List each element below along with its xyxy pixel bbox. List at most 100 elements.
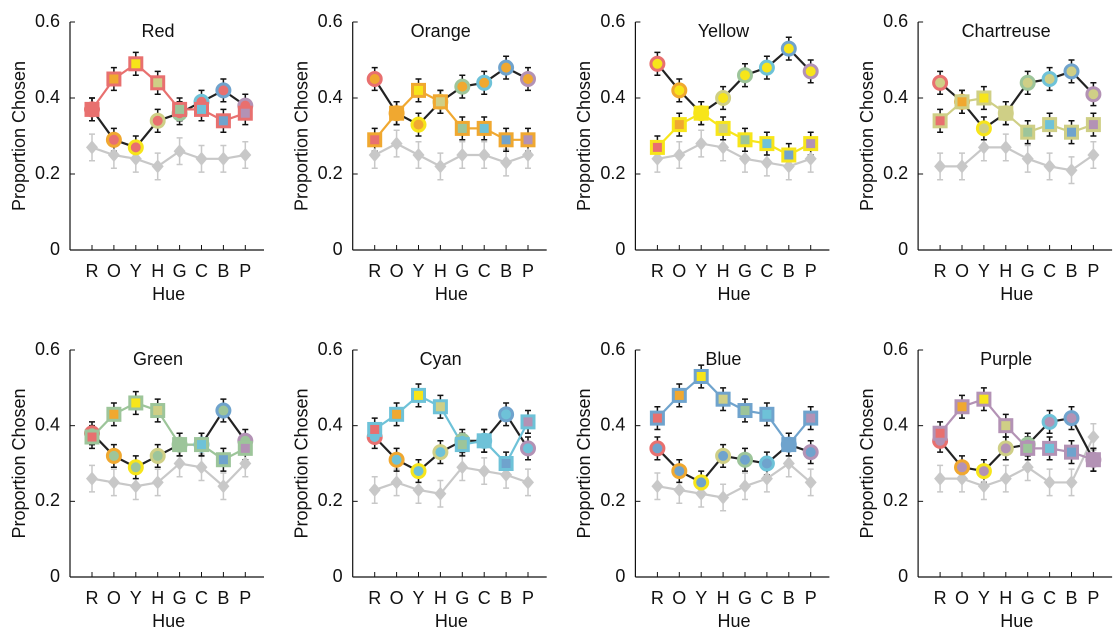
circle-marker	[127, 459, 144, 476]
x-tick-label: G	[738, 261, 752, 281]
square-marker	[781, 437, 797, 453]
circle-marker	[1041, 71, 1058, 87]
x-tick-label: C	[195, 261, 208, 281]
y-axis-label: Proportion Chosen	[574, 388, 594, 538]
square-marker	[106, 406, 122, 422]
x-tick-label: G	[738, 588, 752, 608]
y-tick-label: 0.6	[35, 11, 60, 31]
diamond-marker	[217, 479, 230, 494]
diamond-marker	[760, 155, 773, 170]
x-tick-label: Y	[695, 588, 707, 608]
x-axis-label: Hue	[435, 284, 468, 304]
diamond-marker	[977, 479, 990, 494]
square-marker	[520, 132, 536, 148]
square-marker	[671, 117, 687, 133]
y-tick-label: 0	[333, 566, 343, 586]
circle-marker	[215, 82, 232, 99]
x-tick-label: O	[955, 261, 969, 281]
diamond-marker	[86, 471, 98, 486]
circle-marker	[1041, 413, 1058, 430]
diamond-marker	[956, 159, 968, 174]
diamond-marker	[195, 460, 208, 475]
x-tick-label: B	[1065, 261, 1077, 281]
circle-marker	[127, 139, 144, 156]
y-tick-label: 0.4	[35, 414, 60, 434]
circle-marker	[715, 90, 732, 106]
x-tick-label: G	[173, 261, 187, 281]
circle-marker	[105, 131, 122, 148]
square-marker	[649, 410, 665, 426]
x-tick-label: H	[151, 588, 164, 608]
diamond-marker	[390, 136, 403, 151]
circle-marker	[410, 463, 427, 480]
series-line	[656, 374, 812, 447]
diamond-marker	[1021, 151, 1034, 166]
x-tick-label: P	[805, 261, 817, 281]
square-marker	[411, 82, 426, 98]
square-marker	[715, 120, 731, 136]
square-marker	[389, 406, 405, 422]
circle-marker	[498, 406, 515, 423]
x-tick-label: P	[239, 588, 251, 608]
chart-title: Orange	[411, 21, 471, 41]
circle-marker	[105, 447, 122, 464]
x-tick-label: R	[86, 261, 99, 281]
y-tick-label: 0.2	[318, 163, 343, 183]
square-marker	[84, 429, 100, 445]
square-marker	[215, 113, 231, 129]
square-marker	[715, 391, 731, 407]
diamond-marker	[107, 148, 120, 162]
diamond-marker	[412, 148, 425, 162]
y-tick-label: 0.4	[883, 414, 908, 434]
square-marker	[671, 387, 687, 403]
x-tick-label: P	[522, 261, 534, 281]
diamond-marker	[368, 148, 381, 162]
x-tick-label: H	[717, 588, 730, 608]
square-marker	[106, 71, 122, 87]
x-tick-label: Y	[978, 261, 990, 281]
circle-marker	[693, 474, 710, 491]
x-axis-label: Hue	[718, 611, 751, 631]
y-tick-label: 0.6	[883, 339, 908, 359]
circle-marker	[498, 59, 515, 76]
square-marker	[432, 399, 448, 415]
square-marker	[84, 101, 100, 117]
square-marker	[454, 437, 470, 453]
x-axis-label: Hue	[1000, 284, 1033, 304]
diamond-marker	[368, 482, 381, 497]
x-axis-label: Hue	[718, 284, 751, 304]
diamond-marker	[107, 475, 120, 490]
diamond-marker	[999, 471, 1012, 486]
diamond-marker	[522, 148, 534, 162]
diamond-marker	[1065, 163, 1078, 178]
circle-marker	[758, 455, 775, 472]
x-tick-label: O	[955, 588, 969, 608]
diamond-marker	[651, 151, 664, 166]
chart-title: Chartreuse	[962, 21, 1051, 41]
circle-marker	[975, 120, 992, 137]
square-marker	[389, 105, 405, 121]
square-marker	[476, 120, 492, 136]
square-marker	[150, 75, 166, 91]
y-tick-label: 0	[50, 566, 60, 586]
diamond-marker	[412, 482, 425, 497]
x-tick-label: B	[1065, 588, 1077, 608]
diamond-marker	[934, 471, 947, 486]
chart-title: Yellow	[698, 21, 750, 41]
y-tick-label: 0.4	[318, 87, 343, 107]
square-marker	[128, 395, 144, 411]
circle-marker	[932, 74, 949, 91]
diamond-marker	[129, 479, 142, 494]
y-axis-label: Proportion Chosen	[574, 61, 594, 211]
diamond-marker	[456, 148, 469, 162]
circle-marker	[1063, 63, 1080, 80]
square-marker	[1042, 117, 1058, 133]
circle-marker	[1063, 410, 1080, 427]
square-marker	[737, 403, 753, 419]
x-tick-label: C	[478, 261, 491, 281]
diamond-marker	[1087, 430, 1100, 445]
y-tick-label: 0.2	[35, 163, 60, 183]
chart-title: Cyan	[420, 349, 462, 369]
diamond-marker	[500, 155, 513, 170]
diamond-marker	[673, 482, 686, 497]
